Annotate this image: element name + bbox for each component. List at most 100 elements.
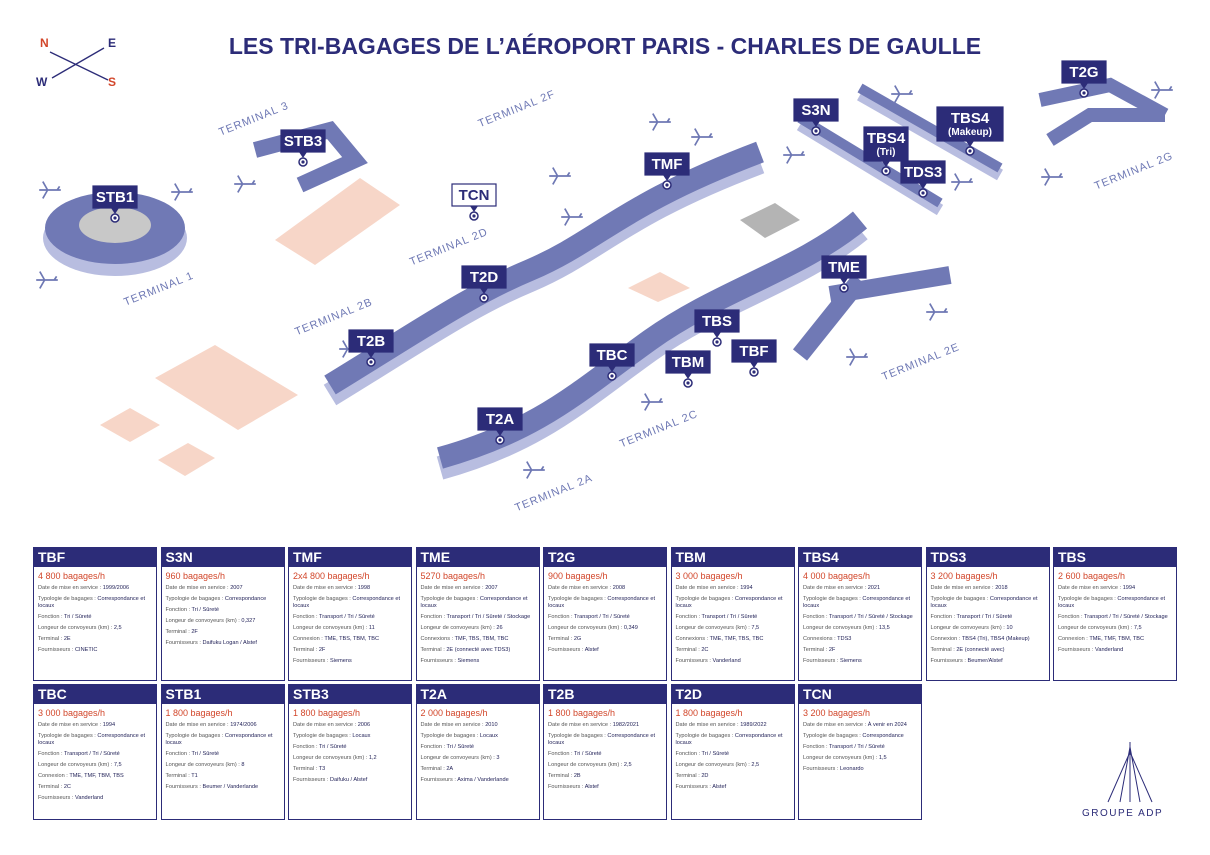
card-field: Fournisseurs : Vanderland — [676, 658, 790, 665]
terminals — [43, 77, 1169, 480]
field-value: Siemens — [457, 658, 480, 664]
marker-pointer — [840, 278, 848, 284]
marker-label: TBS — [702, 313, 732, 330]
card-field: Fournisseurs : Siemens — [803, 658, 917, 665]
marker-label: TDS3 — [904, 164, 942, 181]
card-capacity: 2 000 bagages/h — [420, 708, 488, 718]
markers: STB1 STB3 TCN TMF T2D T2B T2A TBC TBM TBS TBF TME S3… — [92, 60, 1107, 445]
field-value: CINETIC — [75, 647, 98, 653]
field-label: Typologie de bagages : — [420, 596, 479, 602]
info-card: TBS4 4 000 bagages/h Date de mise en servi… — [798, 547, 922, 681]
field-value: 2E (connecté avec TDS3) — [446, 647, 511, 653]
field-value: 26 — [496, 625, 503, 631]
card-field: Typologie de bagages : Correspondance et… — [166, 733, 280, 747]
field-label: Longeur de convoyeurs (km) : — [293, 755, 368, 761]
card-field: Longeur de convoyeurs (km) : 7,5 — [1058, 625, 1172, 632]
field-label: Fournisseurs : — [293, 777, 329, 783]
marker-dot-center — [715, 340, 719, 344]
card-field: Typologie de bagages : Correspondance et… — [803, 596, 917, 610]
marker-box — [936, 106, 1004, 142]
field-label: Terminal : — [930, 647, 955, 653]
card-field: Typologie de bagages : Correspondance et… — [548, 596, 662, 610]
card-field: Fonction : Transport / Tri / Sûreté / St… — [1058, 614, 1172, 621]
field-label: Fonction : — [548, 614, 573, 620]
field-value: 7,5 — [1133, 625, 1142, 631]
field-label: Typologie de bagages : — [675, 733, 734, 739]
card-field: Typologie de bagages : Correspondance et… — [676, 596, 790, 610]
card-field: Fonction : Transport / Tri / Sûreté — [676, 614, 790, 621]
field-label: Longeur de convoyeurs (km) : — [548, 762, 623, 768]
card-field: Fonction : Transport / Tri / Sûreté / St… — [803, 614, 917, 621]
compass-e: E — [108, 36, 116, 50]
marker-pointer — [750, 362, 758, 368]
field-value: TME, TMF, TBM, TBC — [1089, 636, 1145, 642]
card-capacity: 1 800 bagages/h — [293, 708, 361, 718]
field-value: 1974/2006 — [230, 722, 257, 728]
field-value: 2007 — [230, 585, 243, 591]
field-value: Tri / Sûreté — [64, 614, 92, 620]
info-card: TBS 2 600 bagages/h Date de mise en servic… — [1053, 547, 1177, 681]
field-value: Alstef — [584, 647, 599, 653]
field-value: Tri / Sûreté — [319, 744, 347, 750]
field-value: Locaux — [479, 733, 498, 739]
field-value: 2008 — [612, 585, 626, 591]
field-label: Typologie de bagages : — [165, 733, 224, 739]
marker-dot-center — [1082, 91, 1086, 95]
field-value: Transport / Tri / Sûreté — [64, 751, 120, 757]
card-field: Fournisseurs : Vanderland — [38, 795, 152, 802]
info-card: TME 5270 bagages/h Date de mise en service… — [415, 547, 540, 681]
field-label: Connexion : — [1058, 636, 1088, 642]
field-label: Typologie de bagages : — [1058, 596, 1116, 602]
field-value: 2B — [573, 773, 581, 779]
field-label: Terminal : — [293, 647, 318, 653]
card-field: Typologie de bagages : Correspondance et… — [293, 596, 407, 610]
field-label: Date de mise en service : — [548, 722, 612, 728]
field-label: Longeur de convoyeurs (km) : — [803, 755, 878, 761]
card-capacity: 3 200 bagages/h — [803, 708, 871, 718]
field-value: Siemens — [840, 658, 862, 664]
field-value: Correspondance et locaux — [930, 596, 1038, 609]
info-card: STB1 1 800 bagages/h Date de mise en servi… — [160, 684, 285, 820]
field-label: Date de mise en service : — [38, 722, 102, 728]
field-label: Date de mise en service : — [420, 585, 484, 591]
card-field: Terminal : 2E — [38, 636, 152, 643]
card-field: Connexion : TME, TMF, TBM, TBC — [1058, 636, 1172, 643]
card-field: Connexion : TME, TMF, TBM, TBS — [38, 773, 152, 780]
marker-label: TBM — [672, 354, 705, 371]
terminal-label: TERMINAL 1 — [122, 270, 195, 309]
marker-pointer — [111, 208, 119, 214]
card-title: TMF — [289, 548, 411, 567]
marker-label: T2B — [357, 333, 386, 350]
card-field: Longeur de convoyeurs (km) : 3 — [421, 755, 535, 762]
field-label: Fonction : — [548, 751, 573, 757]
card-title: TBC — [34, 685, 156, 704]
marker-dot-center — [472, 214, 476, 218]
field-value: 2F — [191, 629, 198, 635]
field-value: Transport / Tri / Sûreté — [319, 614, 375, 620]
field-label: Fonction : — [38, 614, 63, 620]
field-value: 2F — [318, 647, 326, 653]
card-field: Fournisseurs : CINETIC — [38, 647, 152, 654]
card-capacity: 5270 bagages/h — [420, 571, 486, 581]
info-card: TDS3 3 200 bagages/h Date de mise en servi… — [925, 547, 1050, 681]
card-field: Terminal : 2A — [421, 766, 535, 773]
card-capacity: 2 600 bagages/h — [1058, 571, 1126, 581]
field-value: 7,5 — [751, 625, 760, 631]
card-field: Fonction : Transport / Tri / Sûreté — [38, 751, 152, 758]
field-label: Fournisseurs : — [930, 658, 966, 664]
field-label: Fonction : — [165, 751, 191, 757]
field-value: 11 — [368, 625, 375, 631]
card-title: TBF — [34, 548, 156, 567]
field-value: Tri / Sûreté — [701, 751, 729, 757]
info-card: T2B 1 800 bagages/h Date de mise en servic… — [543, 684, 667, 820]
field-value: 10 — [1006, 625, 1013, 631]
marker-label: STB3 — [284, 133, 322, 150]
card-field: Longeur de convoyeurs (km) : 1,5 — [803, 755, 917, 762]
field-label: Date de mise en service : — [675, 585, 739, 591]
card-field: Fournisseurs : Alstef — [548, 647, 662, 654]
marker-dot-center — [814, 129, 818, 133]
card-field: Typologie de bagages : Correspondance et… — [676, 733, 790, 747]
card-field: Fournisseurs : Daifuku Logan / Alstef — [166, 640, 280, 647]
field-value: 2C — [701, 647, 709, 653]
card-field: Terminal : 2G — [548, 636, 662, 643]
